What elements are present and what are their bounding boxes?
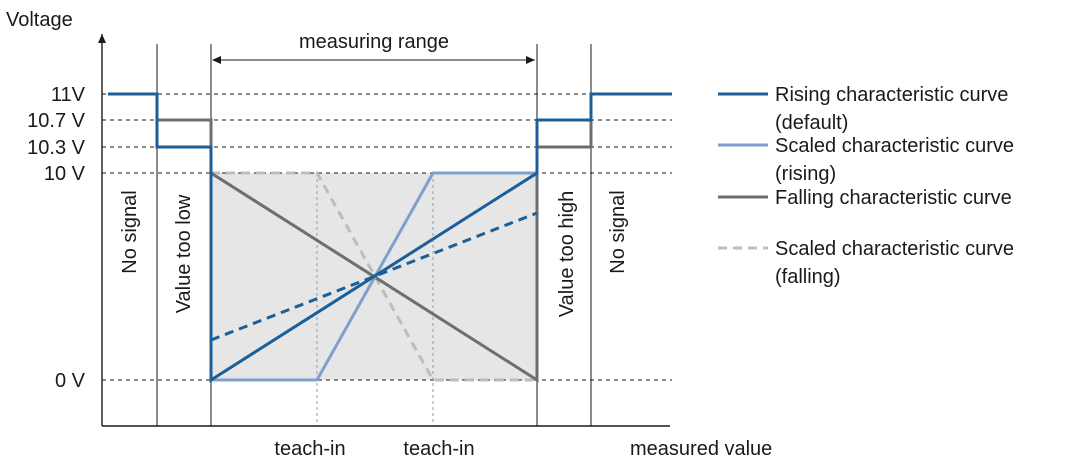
legend-scaled-rising-line1: Scaled characteristic curve xyxy=(775,135,1014,157)
x-axis-title: measured value xyxy=(630,438,772,460)
y-tick-labels: 11V 10.7 V 10.3 V 10 V 0 V xyxy=(27,84,85,392)
zone-value-too-high: Value too high xyxy=(556,191,578,317)
y-tick-10-3v: 10.3 V xyxy=(27,137,85,159)
scaled-falling-curve xyxy=(211,171,537,382)
legend-scaled-falling-line2: (falling) xyxy=(775,266,841,288)
zone-no-signal-left: No signal xyxy=(119,190,141,273)
falling-curve xyxy=(157,94,593,383)
rising-dashed-curve xyxy=(210,211,538,342)
legend-scaled-rising-line2: (rising) xyxy=(775,163,836,185)
legend-rising-line1: Rising characteristic curve xyxy=(775,84,1008,106)
teach-in-label-2: teach-in xyxy=(403,438,474,460)
y-tick-0v: 0 V xyxy=(55,370,86,392)
legend-rising-line2: (default) xyxy=(775,112,848,134)
legend-scaled-falling-line1: Scaled characteristic curve xyxy=(775,238,1014,260)
y-tick-10v: 10 V xyxy=(44,163,86,185)
legend: Rising characteristic curve (default) Sc… xyxy=(718,84,1014,288)
y-axis-title: Voltage xyxy=(6,9,73,31)
legend-falling-line1: Falling characteristic curve xyxy=(775,187,1012,209)
y-tick-11v: 11V xyxy=(51,84,86,106)
rising-curve xyxy=(108,92,672,383)
teach-in-label-1: teach-in xyxy=(274,438,345,460)
y-tick-10-7v: 10.7 V xyxy=(27,110,85,132)
zone-no-signal-right: No signal xyxy=(607,190,629,273)
measuring-range-label: measuring range xyxy=(299,31,449,53)
zone-value-too-low: Value too low xyxy=(173,194,195,313)
